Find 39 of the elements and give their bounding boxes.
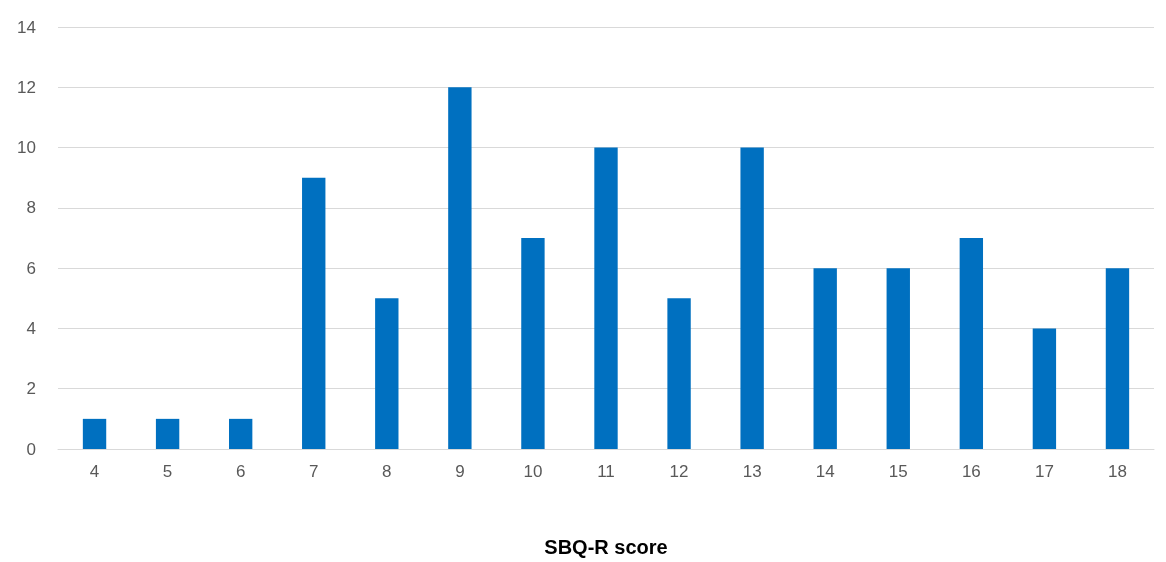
bar: [155, 418, 180, 449]
bar: [302, 177, 326, 449]
y-tick-label: 6: [26, 258, 36, 278]
y-tick-label: 8: [26, 198, 36, 218]
y-tick-label: 0: [26, 439, 36, 459]
bar: [1105, 268, 1130, 449]
bar: [82, 418, 107, 449]
x-tick-label: 12: [669, 462, 689, 481]
x-tick-label: 9: [455, 462, 465, 481]
x-tick-label: 6: [235, 462, 246, 481]
bar: [521, 238, 545, 449]
y-tick-label: 14: [17, 17, 36, 37]
y-tick-label: 4: [26, 318, 36, 338]
x-tick-label: 11: [597, 462, 615, 481]
x-tick-label: 18: [1108, 462, 1127, 481]
x-tick-label: 15: [888, 462, 908, 481]
y-tick-label: 12: [17, 77, 36, 97]
bar: [594, 147, 618, 449]
bar: [959, 238, 984, 449]
x-axis-title: SBQ-R score: [544, 536, 668, 558]
y-tick-label: 2: [26, 379, 36, 399]
bar: [375, 298, 399, 449]
bar: [1032, 328, 1057, 449]
x-tick-label: 16: [961, 462, 981, 481]
bar: [228, 418, 253, 449]
x-tick-label: 7: [309, 462, 319, 481]
bar: [667, 298, 691, 449]
x-tick-label: 14: [815, 462, 835, 481]
x-tick-label: 13: [742, 462, 762, 481]
x-tick-label: 10: [523, 462, 543, 481]
x-tick-label: 17: [1034, 462, 1054, 481]
x-tick-label: 5: [162, 462, 173, 481]
bar: [886, 268, 910, 449]
x-tick-label: 4: [89, 462, 100, 481]
x-tick-label: 8: [382, 462, 392, 481]
y-tick-label: 10: [17, 138, 36, 158]
bar: [813, 268, 837, 449]
bar: [740, 147, 764, 449]
bar: [448, 87, 472, 449]
